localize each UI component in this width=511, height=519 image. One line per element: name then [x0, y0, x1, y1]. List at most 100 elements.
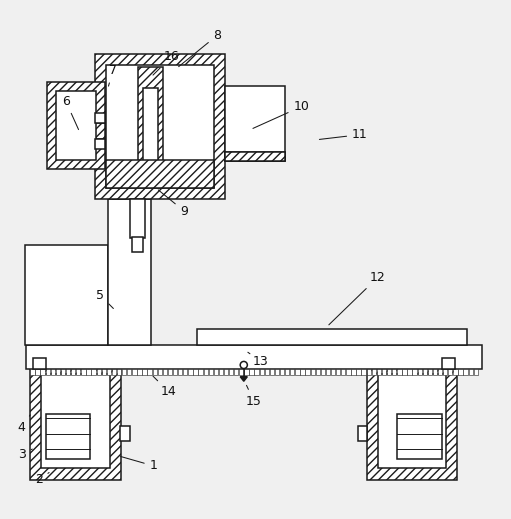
Bar	[95, 113, 105, 123]
Bar	[117, 368, 121, 375]
Bar	[95, 54, 225, 199]
Bar	[295, 368, 299, 375]
Bar	[234, 368, 239, 375]
Bar	[428, 368, 432, 375]
Bar	[61, 368, 65, 375]
Bar	[35, 368, 40, 375]
Bar	[30, 368, 35, 375]
Bar	[260, 368, 264, 375]
Bar	[25, 245, 108, 345]
Bar	[300, 368, 305, 375]
Bar	[203, 368, 208, 375]
Bar	[86, 368, 90, 375]
Bar	[51, 368, 55, 375]
Bar	[377, 368, 381, 375]
Bar	[198, 368, 203, 375]
Bar	[306, 368, 310, 375]
Text: 6: 6	[62, 95, 79, 130]
Bar	[474, 368, 478, 375]
Text: 9: 9	[158, 190, 188, 217]
Bar	[162, 368, 167, 375]
Text: 12: 12	[329, 271, 386, 325]
Bar	[33, 358, 45, 369]
Bar	[433, 368, 437, 375]
Bar	[336, 368, 340, 375]
Bar	[311, 368, 315, 375]
Bar	[407, 368, 412, 375]
Text: 3: 3	[18, 448, 32, 461]
Bar	[95, 139, 105, 149]
Bar	[326, 368, 330, 375]
Bar	[341, 368, 345, 375]
Bar	[225, 152, 285, 161]
Text: 7: 7	[108, 64, 117, 86]
Bar	[102, 368, 106, 375]
Bar	[469, 368, 473, 375]
Bar	[183, 368, 188, 375]
Bar	[121, 427, 130, 441]
Bar	[208, 368, 213, 375]
Bar	[448, 368, 452, 375]
Bar	[130, 199, 145, 238]
Bar	[158, 368, 162, 375]
Bar	[463, 368, 468, 375]
Bar	[47, 82, 105, 169]
Bar	[224, 368, 228, 375]
Bar	[358, 427, 367, 441]
Bar	[285, 368, 289, 375]
Bar	[106, 65, 214, 188]
Bar	[371, 368, 376, 375]
Bar	[392, 368, 397, 375]
Bar	[56, 91, 96, 160]
Bar	[138, 67, 162, 187]
Text: 13: 13	[248, 352, 268, 368]
Bar	[382, 368, 386, 375]
Bar	[378, 374, 446, 469]
Bar	[107, 368, 111, 375]
Bar	[225, 152, 285, 161]
Bar	[397, 415, 442, 459]
Bar	[366, 368, 371, 375]
Bar	[97, 368, 101, 375]
Bar	[316, 368, 320, 375]
Text: 10: 10	[253, 100, 309, 128]
Bar	[225, 86, 285, 161]
Bar	[397, 368, 402, 375]
Bar	[108, 199, 151, 345]
Bar	[112, 368, 116, 375]
Bar	[95, 123, 105, 139]
Bar	[361, 368, 366, 375]
Bar	[331, 368, 335, 375]
Bar	[239, 368, 244, 375]
Bar	[113, 171, 125, 199]
Bar	[132, 368, 136, 375]
Bar	[265, 368, 269, 375]
Bar	[412, 368, 417, 375]
Bar	[41, 374, 110, 469]
Text: 16: 16	[153, 50, 179, 75]
Bar	[290, 368, 294, 375]
Bar	[178, 368, 182, 375]
Bar	[76, 368, 80, 375]
Bar	[280, 368, 284, 375]
Bar	[197, 330, 467, 345]
Text: 5: 5	[96, 289, 113, 308]
Bar	[127, 368, 131, 375]
Text: 1: 1	[121, 457, 157, 472]
Bar	[438, 368, 443, 375]
Bar	[148, 368, 152, 375]
Bar	[219, 368, 223, 375]
Bar	[173, 368, 177, 375]
Bar	[168, 368, 172, 375]
Bar	[91, 368, 96, 375]
Bar	[137, 368, 142, 375]
Bar	[122, 368, 126, 375]
Bar	[417, 368, 422, 375]
Bar	[458, 368, 462, 375]
Bar	[30, 368, 121, 480]
Bar	[214, 368, 218, 375]
Bar	[270, 368, 274, 375]
Bar	[229, 368, 234, 375]
Bar	[275, 368, 279, 375]
Bar	[71, 368, 75, 375]
